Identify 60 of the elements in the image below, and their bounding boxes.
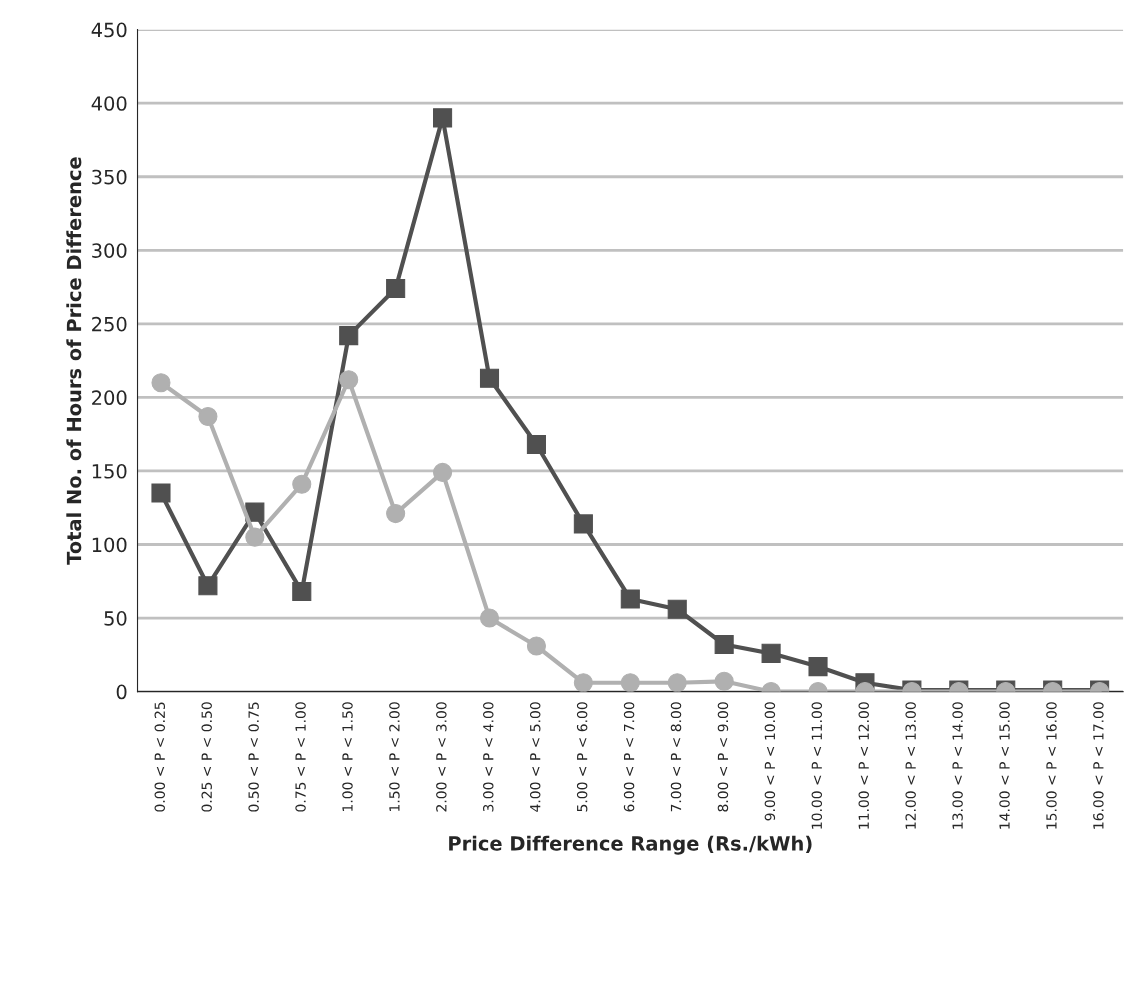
point [479,608,500,628]
point [526,636,546,656]
y-tick-label: 200 [92,390,127,406]
point [479,368,500,388]
point [151,373,171,393]
x-tick-label: 3.00 < P < 4.00 [483,702,494,812]
x-tick-label: 1.50 < P < 2.00 [389,702,400,811]
point [292,474,312,494]
point [198,406,218,427]
x-tick-label: 0.00 < P < 0.25 [154,702,166,812]
point [667,599,687,619]
x-tick-label: 8.00 < P < 9.00 [717,702,729,812]
y-tick-label: 250 [92,316,127,332]
x-tick-label: 9.00 < P < 10.00 [764,702,776,821]
x-tick-label: 16.00 < P < 17.00 [1093,702,1104,829]
y-tick-label: 400 [91,96,127,111]
x-axis-title: Price Difference Range (Rs./kWh) [449,835,812,855]
point [761,643,781,663]
point [245,527,265,547]
point [386,504,406,524]
point [292,582,312,602]
y-tick-label: 350 [92,169,127,185]
point [339,370,359,390]
y-tick-label: 0 [116,684,127,700]
y-tick-label: 150 [92,463,127,479]
point [433,462,453,482]
x-tick-label: 0.75 < P < 1.00 [295,702,306,812]
point [620,673,640,692]
x-tick-label: 11.00 < P < 12.00 [858,702,869,829]
x-tick-label: 10.00 < P < 11.00 [811,702,823,829]
point [667,673,687,692]
point [526,434,546,455]
x-tick-label: 2.00 < P < 3.00 [436,702,447,812]
point [573,673,593,692]
x-tick-label: 4.00 < P < 5.00 [529,702,541,812]
x-tick-label: 6.00 < P < 7.00 [623,702,635,812]
x-tick-label: 1.00 < P < 1.50 [342,702,353,811]
y-tick-label: 50 [104,611,127,626]
y-tick-label: 450 [91,22,127,38]
point [714,634,734,655]
x-tick-label: 0.25 < P < 0.50 [201,702,212,812]
point [714,671,734,691]
x-tick-label: 15.00 < P < 16.00 [1046,702,1057,829]
point [620,589,640,609]
point [386,278,406,299]
y-tick-label: 300 [92,243,127,258]
x-tick-label: 13.00 < P < 14.00 [952,702,963,829]
point [339,326,359,346]
point [433,108,453,128]
point [573,514,593,534]
point [151,483,171,503]
x-tick-label: 12.00 < P < 13.00 [905,702,916,829]
y-tick-label: 100 [92,537,127,553]
x-tick-label: 14.00 < P < 15.00 [999,702,1010,829]
point [808,657,828,677]
x-tick-label: 0.50 < P < 0.75 [248,702,259,812]
y-axis-title: Total No. of Hours of Price Difference [66,157,82,565]
x-tick-label: 5.00 < P < 6.00 [576,702,588,812]
x-tick-label: 7.00 < P < 8.00 [670,702,682,812]
point [198,576,218,596]
